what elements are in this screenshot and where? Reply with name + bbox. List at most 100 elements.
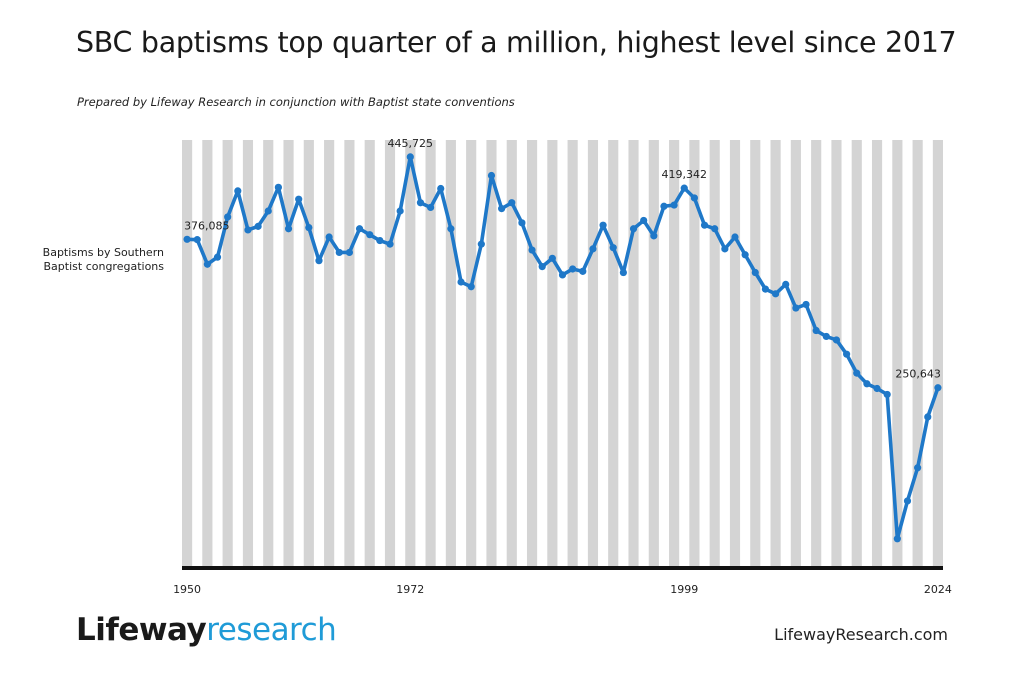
grid-band <box>526 140 538 566</box>
grid-band <box>506 140 517 566</box>
grid-band <box>750 140 761 566</box>
data-point <box>569 265 577 273</box>
data-point <box>193 236 201 244</box>
data-point <box>599 221 607 229</box>
website-link[interactable]: LifewayResearch.com <box>774 625 948 644</box>
grid-band <box>263 140 274 566</box>
grid-band <box>932 140 943 566</box>
data-point <box>619 268 627 277</box>
grid-band <box>648 140 659 566</box>
grid-band <box>182 140 193 566</box>
grid-band <box>790 140 801 566</box>
grid-band <box>912 140 923 566</box>
data-point <box>914 464 922 472</box>
grid-band <box>364 140 375 566</box>
data-point <box>274 183 282 191</box>
data-point <box>670 201 678 209</box>
data-point <box>508 199 516 207</box>
series-line <box>185 155 940 541</box>
lifeway-research-logo: Lifewayresearch <box>76 612 337 648</box>
data-point <box>244 226 252 234</box>
data-labels: 376,085 445,725 419,342 250,643 <box>184 137 941 381</box>
data-point <box>376 236 384 245</box>
data-point <box>426 203 435 212</box>
data-point <box>254 222 262 230</box>
data-point <box>325 233 333 241</box>
grid-band <box>729 140 741 566</box>
data-point <box>498 205 506 213</box>
data-point <box>802 300 810 309</box>
grid-band <box>587 140 599 566</box>
background-bands <box>182 140 943 566</box>
data-point <box>903 497 912 505</box>
data-point <box>771 290 780 298</box>
data-point <box>457 278 465 286</box>
data-point <box>528 246 536 254</box>
data-point <box>284 225 293 233</box>
data-point <box>721 245 729 253</box>
data-point <box>315 257 323 265</box>
grid-band <box>242 140 254 566</box>
data-point <box>386 240 394 248</box>
data-label: 376,085 <box>184 219 230 232</box>
data-point <box>822 332 830 341</box>
data-point <box>843 350 851 358</box>
data-point <box>467 283 475 291</box>
grid-band <box>486 140 497 566</box>
grid-band <box>222 140 233 566</box>
data-point <box>213 253 222 261</box>
data-point <box>437 184 445 193</box>
data-point <box>700 221 709 229</box>
data-point <box>589 245 597 253</box>
grid-band <box>608 140 619 566</box>
data-point <box>893 535 901 543</box>
grid-band <box>283 140 294 566</box>
data-point <box>183 235 191 243</box>
data-point <box>883 390 891 399</box>
grid-band <box>669 140 680 566</box>
data-point <box>477 240 485 248</box>
grid-band <box>567 140 578 566</box>
data-point <box>853 369 861 377</box>
grid-band <box>466 140 477 566</box>
grid-band <box>709 140 720 566</box>
data-point <box>629 225 638 233</box>
grid-band <box>547 140 558 566</box>
series-points <box>183 153 942 543</box>
data-point <box>640 216 648 225</box>
data-point <box>558 271 567 279</box>
data-point <box>295 195 303 203</box>
grid-band <box>811 140 822 566</box>
grid-band <box>689 140 700 566</box>
grid-band <box>202 140 213 566</box>
data-point <box>264 207 272 215</box>
data-point <box>751 268 759 277</box>
data-point <box>234 187 242 195</box>
grid-band <box>770 140 781 566</box>
data-point <box>548 254 556 262</box>
data-point <box>680 184 688 192</box>
data-point <box>924 413 932 421</box>
data-point <box>416 199 425 207</box>
data-point <box>711 225 719 233</box>
chart-subtitle: Prepared by Lifeway Research in conjunct… <box>77 95 515 109</box>
grid-band <box>405 140 416 566</box>
grid-band <box>831 140 842 566</box>
grid-band <box>303 140 314 566</box>
grid-band <box>324 140 335 566</box>
data-point <box>406 153 414 161</box>
data-point <box>345 248 354 257</box>
grid-band <box>871 140 883 566</box>
data-point <box>934 384 942 392</box>
x-tick-label: 1999 <box>670 583 698 596</box>
data-point <box>355 225 364 233</box>
data-point <box>305 223 313 232</box>
grid-band <box>344 140 355 566</box>
data-point <box>203 260 211 268</box>
grid-band <box>628 140 639 566</box>
data-point <box>660 202 668 210</box>
grid-band <box>851 140 862 566</box>
data-point <box>396 207 404 215</box>
data-point <box>366 231 374 239</box>
